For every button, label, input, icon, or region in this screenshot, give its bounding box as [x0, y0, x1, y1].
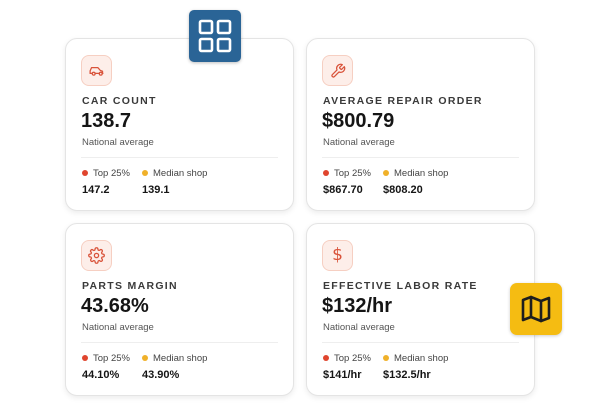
map-icon[interactable] — [510, 283, 562, 335]
metric-value: 43.68% — [81, 295, 149, 317]
metric-subtitle: National average — [82, 322, 154, 333]
median-dot — [142, 170, 148, 176]
top25-label: Top 25% — [334, 352, 371, 364]
top25-stat: Top 25% $867.70 — [323, 167, 371, 196]
top25-dot — [82, 170, 88, 176]
top25-dot — [323, 355, 329, 361]
metric-label: AVERAGE REPAIR ORDER — [323, 95, 483, 107]
median-stat: Median shop 139.1 — [142, 167, 207, 196]
median-value: $132.5/hr — [383, 369, 431, 381]
metric-subtitle: National average — [82, 137, 154, 148]
top25-value: $867.70 — [323, 184, 363, 196]
dollar-glyph: $ — [332, 245, 343, 265]
top25-dot — [323, 170, 329, 176]
metric-label: CAR COUNT — [82, 95, 157, 107]
top25-label: Top 25% — [93, 352, 130, 364]
metric-value: $800.79 — [322, 110, 395, 132]
metric-subtitle: National average — [323, 322, 395, 333]
median-value: $808.20 — [383, 184, 423, 196]
median-label: Median shop — [394, 167, 449, 179]
gear-icon — [81, 240, 112, 271]
metric-subtitle: National average — [323, 137, 395, 148]
median-dot — [142, 355, 148, 361]
median-dot — [383, 170, 389, 176]
top25-value: 44.10% — [82, 369, 120, 381]
top25-value: 147.2 — [82, 184, 110, 196]
top25-value: $141/hr — [323, 369, 362, 381]
card-parts-margin: PARTS MARGIN 43.68% National average Top… — [65, 223, 294, 396]
median-value: 139.1 — [142, 184, 170, 196]
dollar-icon: $ — [322, 240, 353, 271]
card-effective-labor-rate: $ EFFECTIVE LABOR RATE $132/hr National … — [306, 223, 535, 396]
divider — [322, 342, 519, 343]
card-car-count: CAR COUNT 138.7 National average Top 25%… — [65, 38, 294, 211]
divider — [81, 157, 278, 158]
car-icon — [81, 55, 112, 86]
median-label: Median shop — [394, 352, 449, 364]
top25-label: Top 25% — [334, 167, 371, 179]
top25-label: Top 25% — [93, 167, 130, 179]
card-average-repair-order: AVERAGE REPAIR ORDER $800.79 National av… — [306, 38, 535, 211]
median-stat: Median shop $808.20 — [383, 167, 448, 196]
grid-icon[interactable] — [189, 10, 241, 62]
divider — [81, 342, 278, 343]
median-stat: Median shop 43.90% — [142, 352, 207, 381]
top25-stat: Top 25% 44.10% — [82, 352, 130, 381]
metric-label: PARTS MARGIN — [82, 280, 178, 292]
top25-stat: Top 25% $141/hr — [323, 352, 371, 381]
median-label: Median shop — [153, 167, 208, 179]
metric-value: $132/hr — [322, 295, 393, 317]
metric-label: EFFECTIVE LABOR RATE — [323, 280, 478, 292]
divider — [322, 157, 519, 158]
median-label: Median shop — [153, 352, 208, 364]
top25-dot — [82, 355, 88, 361]
metric-value: 138.7 — [81, 110, 132, 132]
median-dot — [383, 355, 389, 361]
median-stat: Median shop $132.5/hr — [383, 352, 448, 381]
wrench-icon — [322, 55, 353, 86]
top25-stat: Top 25% 147.2 — [82, 167, 130, 196]
median-value: 43.90% — [142, 369, 180, 381]
